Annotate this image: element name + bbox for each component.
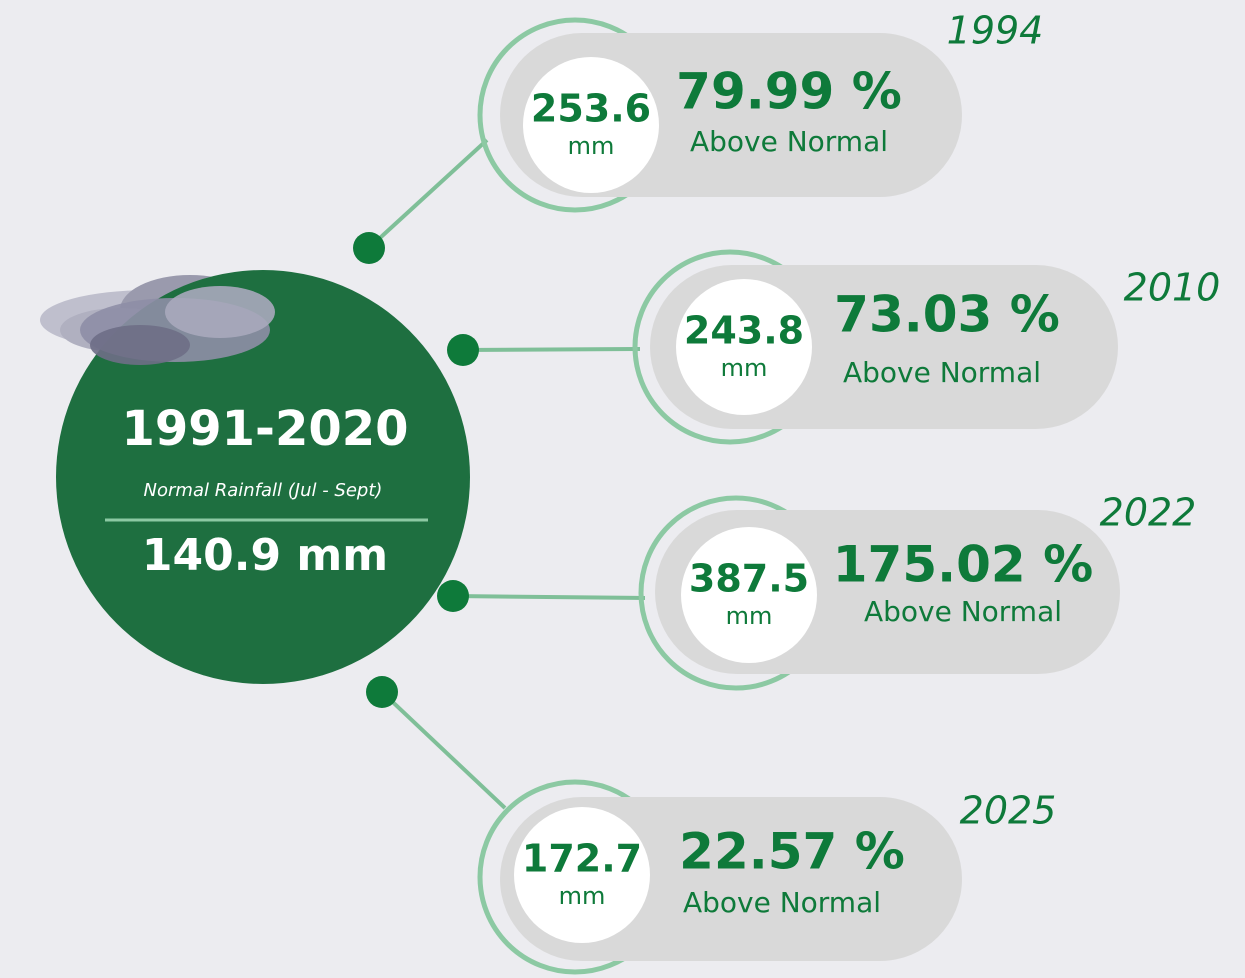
status: Above Normal xyxy=(864,595,1062,628)
center-title: 1991-2020 xyxy=(121,401,408,457)
percent: 175.02 % xyxy=(833,536,1093,594)
percent: 22.57 % xyxy=(679,823,905,881)
percent: 79.99 % xyxy=(676,63,902,121)
center-subtitle: Normal Rainfall (Jul - Sept) xyxy=(144,480,383,501)
item: 172.7mm 22.57 % Above Normal 2025 xyxy=(366,676,1056,972)
dot xyxy=(366,676,398,708)
unit: mm xyxy=(559,882,606,910)
connector xyxy=(453,596,645,598)
year: 2025 xyxy=(960,789,1057,833)
amount: 387.5 xyxy=(689,557,809,601)
item: 387.5mm 175.02 %Above Normal 2022 xyxy=(437,491,1196,689)
item: 243.8mm 73.03 % Above Normal 2010 xyxy=(447,252,1220,442)
infographic: 1991-2020 Normal Rainfall (Jul - Sept) 1… xyxy=(0,0,1245,978)
connector xyxy=(369,140,487,248)
dot xyxy=(447,334,479,366)
status: Above Normal xyxy=(843,356,1041,389)
unit: mm xyxy=(568,132,615,160)
connector xyxy=(463,349,640,350)
unit: mm xyxy=(726,602,773,630)
year: 1994 xyxy=(947,9,1044,53)
page: {"center": {"title": "1991-2020", "subti… xyxy=(0,0,1245,978)
year: 2022 xyxy=(1100,491,1197,535)
status: Above Normal xyxy=(690,125,888,158)
percent: 73.03 % xyxy=(834,286,1060,344)
status: Above Normal xyxy=(683,886,881,919)
amount: 243.8 xyxy=(684,309,804,353)
amount: 172.7 xyxy=(522,837,642,881)
connector xyxy=(382,692,505,808)
dot xyxy=(353,232,385,264)
item: 253.6mm 79.99 % Above Normal 1994 xyxy=(353,9,1043,265)
amount: 253.6 xyxy=(531,87,651,131)
dot xyxy=(437,580,469,612)
unit: mm xyxy=(721,354,768,382)
year: 2010 xyxy=(1124,266,1221,310)
center-value: 140.9 mm xyxy=(142,530,388,581)
